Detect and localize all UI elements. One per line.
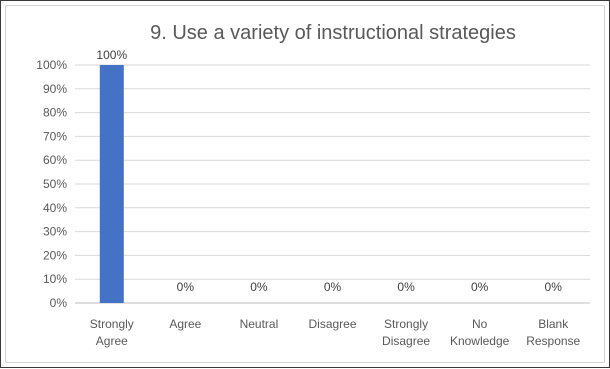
data-label: 0% [397, 280, 415, 294]
y-axis-ticks: 0% 10% 20% 30% 40% 50% 60% 70% 80% 90% 100% [36, 58, 67, 310]
x-tick-label: Response [526, 334, 580, 348]
data-labels: 100% 0% 0% 0% 0% 0% 0% [96, 48, 562, 294]
y-tick-label: 100% [36, 58, 67, 72]
x-tick-label: Agree [169, 317, 201, 331]
x-axis-ticks: Strongly Agree Agree Neutral Disagree Strongl… [90, 317, 581, 348]
y-tick-label: 20% [43, 248, 67, 262]
chart-area [5, 5, 605, 363]
bar [99, 65, 124, 303]
x-tick-label: Strongly [90, 317, 134, 331]
x-tick-label: Agree [96, 334, 128, 348]
bars [99, 65, 124, 303]
y-tick-label: 80% [43, 106, 67, 120]
y-tick-label: 50% [43, 177, 67, 191]
data-label: 0% [177, 280, 195, 294]
y-tick-label: 0% [50, 296, 68, 310]
x-tick-label: Blank [538, 317, 569, 331]
x-tick-label: No [472, 317, 488, 331]
data-label: 0% [545, 280, 563, 294]
data-label: 100% [96, 48, 127, 62]
x-tick-label: Knowledge [450, 334, 510, 348]
y-tick-label: 60% [43, 153, 67, 167]
x-tick-label: Disagree [308, 317, 356, 331]
y-tick-label: 90% [43, 82, 67, 96]
gridlines [75, 64, 590, 304]
data-label: 0% [324, 280, 342, 294]
chart-title: 9. Use a variety of instructional strate… [150, 22, 516, 44]
x-tick-label: Disagree [382, 334, 430, 348]
data-label: 0% [250, 280, 268, 294]
y-tick-label: 10% [43, 272, 67, 286]
y-tick-label: 30% [43, 225, 67, 239]
x-tick-label: Neutral [240, 317, 279, 331]
x-tick-label: Strongly [384, 317, 428, 331]
data-label: 0% [471, 280, 489, 294]
y-tick-label: 40% [43, 201, 67, 215]
y-tick-label: 70% [43, 129, 67, 143]
